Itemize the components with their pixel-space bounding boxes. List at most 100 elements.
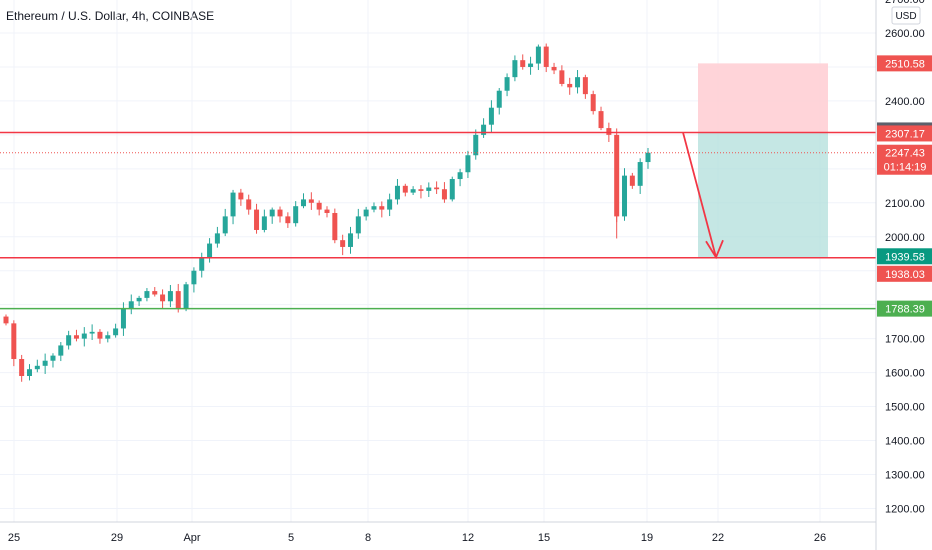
y-tick-label: 1700.00 — [885, 334, 925, 346]
x-tick-label: 26 — [814, 532, 826, 544]
candle-body — [230, 192, 236, 217]
candle-body — [488, 107, 494, 125]
price-tag-label: 2247.43 — [885, 148, 925, 160]
candle-body — [622, 175, 628, 217]
candle-body — [465, 155, 471, 173]
candle-body — [637, 162, 643, 186]
horizontal-levels[interactable] — [0, 131, 876, 310]
candle-body — [199, 257, 205, 271]
candle-body — [645, 152, 651, 163]
candle-body — [316, 202, 322, 210]
candle-body — [418, 189, 424, 191]
candle-body — [261, 216, 267, 230]
candle-body — [347, 233, 353, 247]
y-tick-label: 2100.00 — [885, 198, 925, 210]
price-tag-label: 2510.58 — [885, 58, 925, 70]
y-tick-label: 2700.00 — [885, 0, 925, 6]
candle-body — [606, 128, 612, 135]
price-tags: 2510.582310.132307.172247.4301:14:191939… — [877, 55, 932, 317]
candle-body — [120, 308, 126, 329]
x-tick-label: 25 — [8, 532, 20, 544]
time-axis[interactable]: 25 29 Apr 5 8 12 15 19 22 26 — [0, 521, 876, 544]
candle-body — [183, 284, 189, 309]
candle-body — [136, 297, 142, 302]
price-tag-label: 1938.03 — [885, 269, 925, 281]
y-tick-label: 1300.00 — [885, 469, 925, 481]
chart-title: Ethereum / U.S. Dollar, 4h, COINBASE — [6, 9, 215, 23]
y-tick-label: 2600.00 — [885, 28, 925, 40]
candle-body — [551, 66, 557, 71]
candle-body — [363, 209, 369, 217]
x-tick-label: 29 — [111, 532, 123, 544]
x-tick-label: 19 — [641, 532, 653, 544]
candle-body — [97, 331, 103, 339]
candle-body — [34, 365, 40, 370]
candle-body — [269, 209, 275, 217]
candle-body — [441, 189, 447, 200]
x-tick-label: 5 — [288, 532, 294, 544]
price-tag-label: 1939.58 — [885, 251, 925, 263]
price-tag-label: 1788.39 — [885, 304, 925, 316]
x-tick-label: 8 — [365, 532, 371, 544]
candle-body — [504, 77, 510, 91]
candle-body — [42, 360, 48, 366]
candle-body — [528, 63, 534, 67]
countdown-label: 01:14:19 — [884, 162, 927, 174]
candle-body — [449, 179, 455, 200]
candle-body — [66, 335, 72, 346]
candle-body — [543, 46, 549, 67]
price-tag-label: 2307.17 — [885, 128, 925, 140]
candle-body — [113, 328, 119, 336]
candle-body — [50, 355, 56, 361]
y-tick-label: 1500.00 — [885, 402, 925, 414]
candle-body — [590, 94, 596, 112]
candle-body — [340, 240, 346, 247]
candle-body — [167, 291, 173, 302]
candle-body — [402, 185, 408, 193]
x-tick-label: 15 — [538, 532, 550, 544]
candle-body — [81, 333, 87, 339]
candle-body — [73, 335, 79, 339]
arrow-head — [705, 239, 724, 260]
candle-body — [355, 216, 361, 234]
projection-arrow[interactable] — [682, 132, 724, 260]
candle-body — [324, 209, 330, 213]
candle-body — [277, 209, 283, 217]
y-tick-label: 1400.00 — [885, 436, 925, 448]
candle-body — [160, 294, 166, 302]
candle-body — [332, 212, 338, 241]
candle-body — [512, 60, 518, 78]
currency-badge[interactable] — [891, 6, 921, 25]
take-profit-zone[interactable] — [698, 132, 828, 258]
arrow-shaft[interactable] — [682, 132, 717, 258]
candle-body — [394, 185, 400, 200]
candle-body — [19, 359, 25, 376]
price-tag-bg — [877, 125, 932, 142]
candle-body — [535, 46, 541, 64]
candle-body — [387, 199, 393, 210]
candle-body — [379, 206, 385, 210]
position-zones[interactable] — [698, 63, 828, 258]
x-tick-label: 22 — [712, 532, 724, 544]
candle-body — [191, 270, 197, 285]
candle-body — [481, 124, 487, 135]
candle-body — [144, 291, 150, 298]
candle-body — [222, 216, 228, 234]
candle-body — [520, 60, 526, 67]
candle-body — [559, 70, 565, 84]
candle-body — [410, 189, 416, 193]
candle-body — [238, 192, 244, 200]
price-tag-bg — [877, 248, 932, 265]
price-tag-bg — [877, 55, 932, 72]
candle-body — [473, 134, 479, 156]
candle-body — [567, 83, 573, 88]
candle-body — [629, 175, 635, 186]
candle-body — [207, 243, 213, 258]
candle-body — [457, 172, 463, 180]
x-tick-label: Apr — [183, 532, 200, 544]
price-tag-bg — [877, 144, 932, 175]
stop-loss-zone[interactable] — [698, 63, 828, 133]
y-tick-label: 1600.00 — [885, 368, 925, 380]
candle-body — [26, 369, 32, 376]
